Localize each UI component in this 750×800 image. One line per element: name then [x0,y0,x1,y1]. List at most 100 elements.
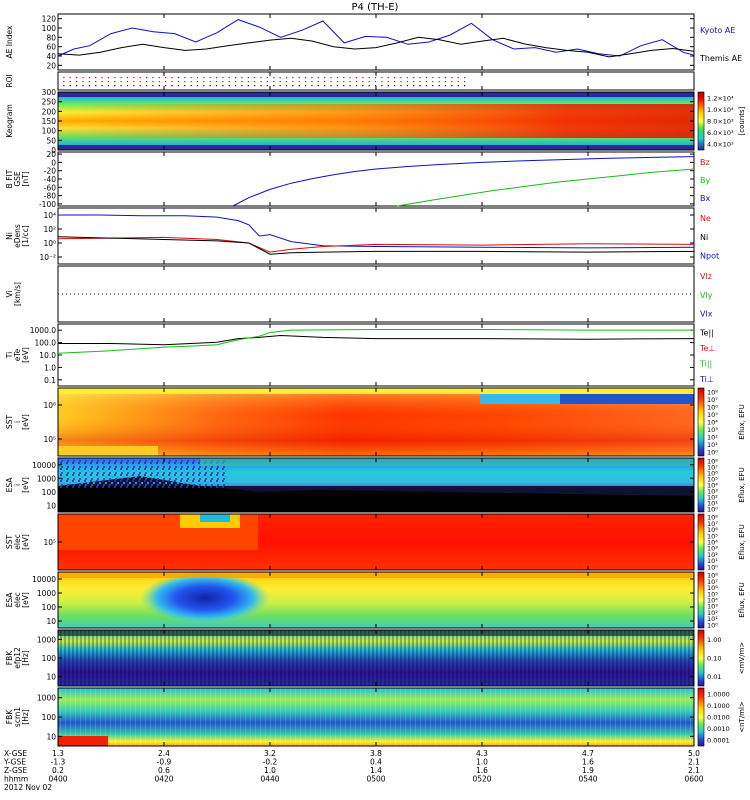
roi-dot [419,85,421,87]
ephem-row-label: hhmm [4,775,28,784]
roi-dot [215,77,218,79]
roi-dot [114,81,116,83]
colorbar-tick-fbk_e: 0.10 [707,655,721,663]
colorbar-esa_i [697,457,705,513]
roi-dot [63,77,65,79]
roi-dot [158,77,160,79]
ytick-label-esa_e: 10 [46,617,56,626]
ylabel-esa_i: ESA [5,477,14,493]
roi-dot [177,77,179,79]
series-line-bx [232,156,695,207]
roi-dot [76,81,78,83]
ephem-value: 2.4 [158,749,170,758]
roi-dot [235,85,237,87]
ytick-label-ae: 120 [42,15,57,24]
roi-dot [228,85,230,87]
roi-dot [457,81,459,83]
colorbar-tick-sst_e: 10² [707,551,718,559]
ephem-value: 5.0 [688,749,700,758]
roi-dot [355,77,358,79]
ephem-value: 4.7 [582,749,594,758]
roi-dot [158,81,160,83]
roi-dot [457,85,459,87]
roi-dot [304,81,307,83]
roi-dot [279,81,281,83]
colorbar-tick-keogram: 4.0×10³ [707,141,734,149]
colorbar-tick-esa_e: 10⁵ [707,590,718,598]
roi-dot [260,77,262,79]
roi-dot [76,85,78,87]
roi-dot [374,77,377,79]
ytick-label-esa_i: 10000 [32,461,56,470]
ytick-label-fbk_b: 1000 [37,694,56,703]
roi-dot [406,81,408,83]
legend-bfit: By [700,176,710,185]
legend-ti: Ti⊥ [699,375,714,384]
ytick-label-ni: 10⁴ [43,211,56,220]
fbk-scm-art [58,688,694,746]
series-line-kyoto-ae [57,19,695,57]
roi-dot [165,81,167,83]
ylabel-bfit: [nT] [21,171,30,186]
roi-dot [133,81,135,83]
ylabel-fbk_b: [Hz] [21,709,30,725]
ytick-label-fbk_e: 1000 [37,635,56,644]
ytick-label-fbk_e: 10 [46,673,56,682]
roi-dot [381,81,383,83]
ytick-label-esa_i: 100 [42,488,57,497]
title-group: P4 (TH-E) [352,2,399,13]
roi-dot [139,85,141,87]
ephem-value: 0.4 [370,758,382,767]
roi-dot [196,85,199,87]
ytick-label-keogram: 250 [42,98,57,107]
ytick-label-ti: 1.0 [44,363,56,372]
roi-dot [457,77,459,79]
roi-dot [209,85,211,87]
colorbar-tick-sst_i: 10⁵ [707,411,718,419]
ytick-label-fbk_b: 100 [42,713,57,722]
data-series [57,19,695,354]
colorbar-tick-fbk_b: 1.0000 [707,690,730,698]
y-axis-labels: AE Index ROI Keogram B FIT GSE [nT] Ni eDens [1/… [5,25,30,727]
roi-dot [432,81,434,83]
ephem-value: 4.3 [476,749,488,758]
ytick-label-bfit: -100 [39,200,56,209]
ylabel-fbk_b: scm1 [13,707,22,727]
ytick-label-keogram: 0 [51,146,56,155]
series-line-npot [58,214,695,249]
roi-dot [241,77,243,79]
ylabel-sst_e: SST [5,535,14,550]
colorbar-tick-sst_i: 10² [707,434,718,442]
colorbars: 1.2×10⁴ 1.0×10⁴ 8.0×10³ 6.0×10³ 4.0×10³ [coun… [697,91,746,747]
roi-dot [324,85,326,87]
ytick-label-keogram: 100 [42,127,57,136]
roi-dot [444,81,447,83]
roi-dot [419,77,421,79]
ylabel-ti: [eV] [21,347,30,363]
ylabel-ae: AE Index [5,25,14,58]
legend-ti: Te|| [699,328,714,337]
ytick-label-sst_i: 10⁵ [43,435,56,444]
colorbar-tick-sst_i: 10³ [707,426,718,434]
roi-dot [101,81,103,83]
roi-dot [165,77,167,79]
roi-dot [432,77,434,79]
roi-dot [298,77,300,79]
ylabel-sst_i: SST [5,415,14,430]
roi-dot [82,77,84,79]
roi-dot [336,85,338,87]
colorbar-tick-sst_e: 10¹ [707,557,718,565]
ephem-value: -0.9 [157,758,172,767]
ephem-value: 0540 [578,775,597,784]
colorbar-label-fbk_b: <nT/ml> [738,701,746,733]
roi-dot [330,77,332,79]
ylabel-keogram: Keogram [5,104,14,138]
colorbar-tick-keogram: 1.0×10⁴ [707,106,734,114]
ytick-label-sst_e: 10⁵ [43,538,56,547]
ylabel-ti: eTe [13,348,22,361]
colorbar-tick-esa_i: 10⁵ [707,476,718,484]
roi-dot [285,81,288,83]
series-line-themis-ae [57,36,695,58]
roi-dot [126,81,129,83]
ylabel-ni: eDens [13,224,22,248]
